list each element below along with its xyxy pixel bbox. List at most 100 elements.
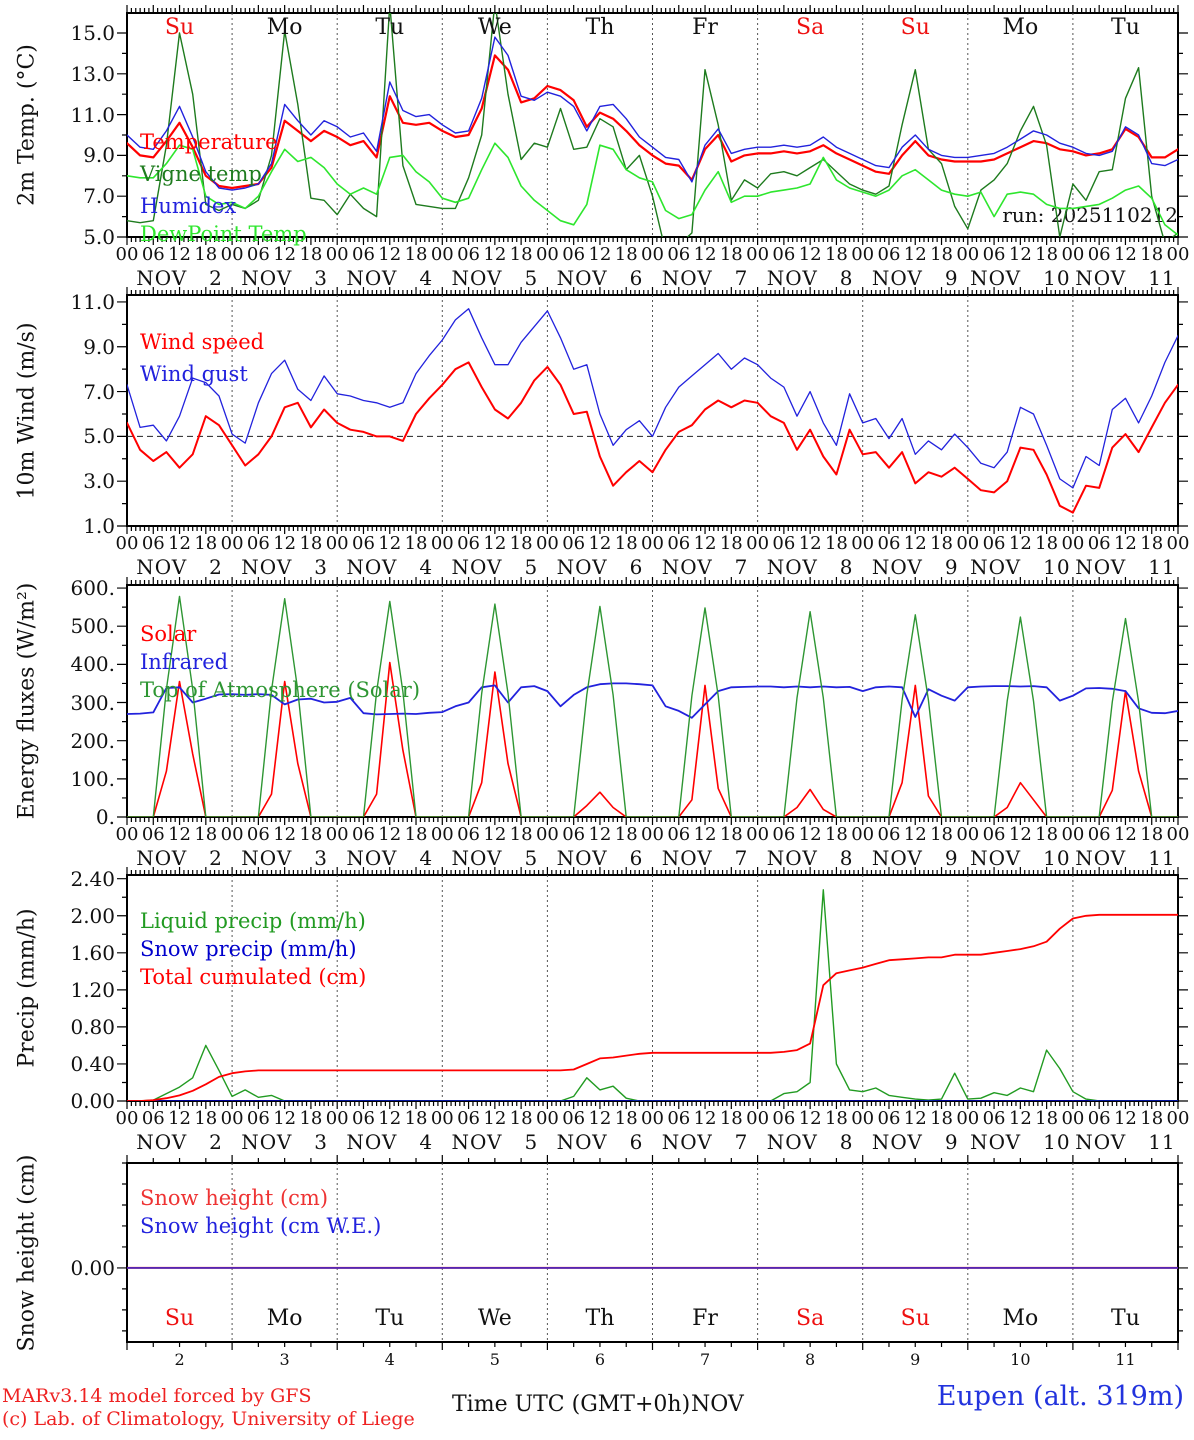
legend-precip-2: Total cumulated (cm) bbox=[140, 965, 367, 989]
xtick-hour-label: 18 bbox=[719, 533, 743, 554]
ytick-temp-13.0: 13.0 bbox=[70, 61, 115, 86]
series-total-cumulated-cm- bbox=[127, 913, 1178, 1101]
xtick-hour-label: 18 bbox=[509, 824, 533, 845]
xtick-hour-label: 18 bbox=[930, 824, 953, 845]
xtick-hour-label: 06 bbox=[457, 244, 481, 265]
xtick-hour-label: 00 bbox=[325, 244, 349, 265]
ytick-temp-11.0: 11.0 bbox=[70, 102, 115, 127]
ytick-flux-200.: 200. bbox=[70, 728, 115, 753]
xtick-hour-label: 18 bbox=[404, 533, 428, 554]
weekday-label-bottom: Tu bbox=[375, 1306, 405, 1331]
xtick-hour-label: 06 bbox=[982, 533, 1006, 554]
xtick-day-label: NOV 2 bbox=[136, 1130, 223, 1154]
xtick-hour-label: 00 bbox=[220, 1108, 244, 1129]
xtick-day-label: NOV 7 bbox=[661, 846, 749, 870]
xtick-hour-label: 18 bbox=[194, 1108, 218, 1129]
xtick-hour-label: 18 bbox=[719, 824, 743, 845]
xtick-day-label: NOV 2 bbox=[136, 846, 223, 870]
xtick-day-label: NOV 10 bbox=[970, 555, 1071, 579]
ytick-precip-2.00: 2.00 bbox=[70, 903, 115, 928]
ytick-temp-15.0: 15.0 bbox=[70, 20, 115, 45]
weekday-label-top: Mo bbox=[1002, 15, 1039, 40]
day-number-label: 7 bbox=[699, 1350, 711, 1369]
legend-temp-3: DewPoint Temp bbox=[140, 222, 307, 246]
xtick-hour-label: 12 bbox=[588, 533, 612, 554]
xtick-hour-label: 00 bbox=[956, 824, 980, 845]
ytick-flux-600.: 600. bbox=[70, 576, 115, 601]
xtick-hour-label: 06 bbox=[352, 824, 375, 845]
xtick-hour-label: 06 bbox=[246, 244, 270, 265]
xtick-day-label: NOV 7 bbox=[661, 266, 749, 290]
ytick-wind-5.0: 5.0 bbox=[83, 424, 115, 449]
xtick-day-label: NOV 6 bbox=[556, 1130, 644, 1154]
xtick-hour-label: 12 bbox=[483, 244, 507, 265]
panel-temp-plot bbox=[127, 13, 1178, 237]
xtick-hour-label: 06 bbox=[667, 824, 691, 845]
weekday-label-bottom: Sa bbox=[796, 1306, 825, 1331]
xtick-hour-label: 06 bbox=[877, 824, 901, 845]
xtick-day-label: NOV 5 bbox=[451, 846, 539, 870]
xtick-hour-label: 18 bbox=[1140, 824, 1164, 845]
legend-flux-0: Solar bbox=[140, 622, 197, 646]
xtick-hour-label: 06 bbox=[457, 824, 481, 845]
ytick-precip-1.20: 1.20 bbox=[70, 977, 115, 1002]
xtick-hour-label: 18 bbox=[509, 244, 533, 265]
xtick-hour-label: 00 bbox=[956, 533, 980, 554]
xtick-hour-label: 06 bbox=[772, 244, 796, 265]
xtick-day-label: NOV 10 bbox=[970, 266, 1071, 290]
xtick-day-label: NOV 2 bbox=[136, 266, 223, 290]
xtick-hour-label: 12 bbox=[903, 824, 927, 845]
xtick-hour-label: 12 bbox=[168, 533, 191, 554]
xtick-hour-label: 18 bbox=[824, 1108, 848, 1129]
xtick-hour-label: 18 bbox=[1035, 1108, 1059, 1129]
ytick-precip-2.40: 2.40 bbox=[70, 866, 115, 891]
xtick-hour-label: 00 bbox=[1061, 244, 1085, 265]
xtick-hour-label: 06 bbox=[982, 824, 1006, 845]
xtick-hour-label: 18 bbox=[614, 1108, 638, 1129]
weekday-label-top: Tu bbox=[1111, 15, 1140, 40]
xtick-hour-label: 00 bbox=[1166, 824, 1190, 845]
series-top-of-atmosphere-solar- bbox=[127, 595, 1178, 817]
series-wind-gust bbox=[127, 308, 1178, 489]
xtick-hour-label: 12 bbox=[168, 244, 191, 265]
day-number-label: 5 bbox=[489, 1350, 500, 1369]
xtick-hour-label: 00 bbox=[746, 244, 770, 265]
weekday-label-bottom: Fr bbox=[692, 1306, 718, 1331]
xtick-hour-label: 00 bbox=[641, 824, 664, 845]
xtick-hour-label: 18 bbox=[299, 533, 323, 554]
xtick-hour-label: 18 bbox=[824, 533, 848, 554]
ytick-precip-0.80: 0.80 bbox=[70, 1014, 115, 1039]
xtick-hour-label: 12 bbox=[378, 824, 402, 845]
ytick-flux-400.: 400. bbox=[70, 652, 115, 677]
xtick-hour-label: 18 bbox=[614, 533, 638, 554]
series-humidex bbox=[127, 36, 1178, 191]
xtick-hour-label: 06 bbox=[772, 824, 796, 845]
ytick-flux-0.: 0. bbox=[95, 805, 115, 829]
legend-flux-2: Top of Atmosphere (Solar) bbox=[140, 678, 421, 702]
xtick-hour-label: 18 bbox=[930, 244, 953, 265]
xtick-hour-label: 06 bbox=[667, 1108, 691, 1129]
panel-flux-plot bbox=[127, 595, 1178, 817]
xtick-hour-label: 06 bbox=[1087, 1108, 1111, 1129]
xtick-day-label: NOV 4 bbox=[346, 266, 434, 290]
weekday-label-top: Fr bbox=[692, 15, 718, 40]
xtick-day-label: NOV 9 bbox=[871, 846, 959, 870]
xtick-hour-label: 00 bbox=[535, 1108, 559, 1129]
xtick-hour-label: 18 bbox=[614, 824, 638, 845]
xtick-day-label: NOV 4 bbox=[346, 846, 434, 870]
xtick-hour-label: 12 bbox=[378, 244, 402, 265]
xtick-hour-label: 12 bbox=[1113, 824, 1137, 845]
xtick-hour-label: 18 bbox=[719, 1108, 743, 1129]
xtick-hour-label: 18 bbox=[509, 533, 533, 554]
xtick-hour-label: 18 bbox=[299, 824, 323, 845]
xtick-hour-label: 06 bbox=[141, 244, 165, 265]
xtick-hour-label: 00 bbox=[220, 533, 244, 554]
legend-temp-1: Vigne temp bbox=[140, 162, 262, 186]
xtick-hour-label: 06 bbox=[772, 1108, 796, 1129]
ytick-precip-1.60: 1.60 bbox=[70, 940, 115, 965]
panel-wind-plot bbox=[127, 308, 1178, 514]
xtick-hour-label: 00 bbox=[430, 824, 454, 845]
xtick-day-label: NOV 6 bbox=[556, 555, 644, 579]
xtick-hour-label: 12 bbox=[1008, 533, 1032, 554]
xtick-hour-label: 00 bbox=[325, 824, 349, 845]
